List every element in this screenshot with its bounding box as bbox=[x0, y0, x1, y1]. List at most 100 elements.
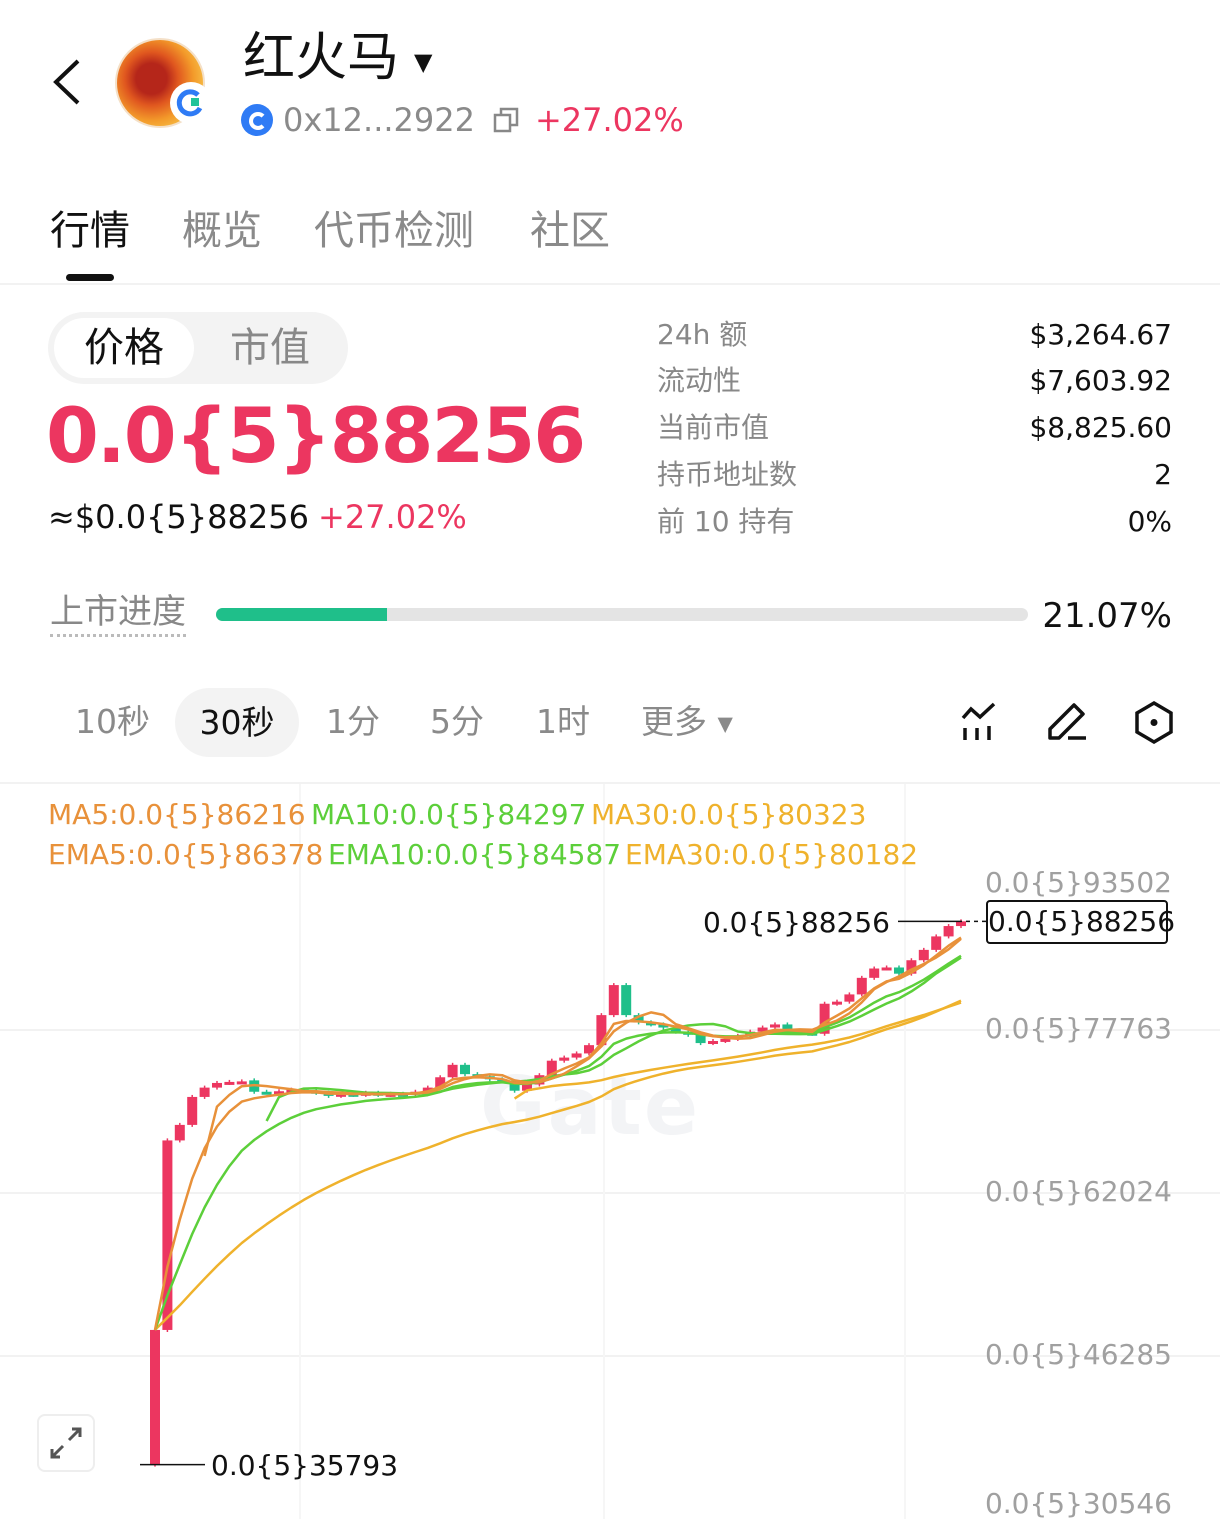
candle bbox=[782, 1024, 793, 1031]
dropdown-caret-icon[interactable]: ▼ bbox=[414, 48, 433, 76]
legend-ema5: EMA5:0.0{5}86378 bbox=[48, 838, 324, 871]
tab-market[interactable]: 行情 bbox=[50, 208, 130, 254]
candle bbox=[869, 968, 880, 978]
current-price-marker: 0.0{5}88256 bbox=[986, 900, 1175, 944]
legend-ma30: MA30:0.0{5}80323 bbox=[591, 798, 867, 831]
back-chevron-icon[interactable] bbox=[48, 55, 88, 110]
ema10-line bbox=[153, 954, 962, 1331]
active-tab-indicator bbox=[66, 274, 114, 281]
candle bbox=[509, 1081, 520, 1091]
y-tick-label: 0.0{5}93502 bbox=[984, 866, 1172, 899]
draw-pencil-icon[interactable] bbox=[1046, 700, 1090, 744]
header-change: +27.02% bbox=[534, 101, 684, 139]
gate-badge-icon bbox=[170, 82, 212, 124]
candle bbox=[584, 1045, 594, 1054]
stat-value: 2 bbox=[1154, 458, 1172, 491]
copy-icon[interactable] bbox=[493, 107, 519, 133]
candle bbox=[385, 1093, 396, 1097]
timeframe-more[interactable]: 更多 ▼ bbox=[641, 700, 733, 746]
ma5-line bbox=[203, 937, 962, 1157]
candle bbox=[658, 1024, 669, 1028]
indicator-icon[interactable] bbox=[958, 700, 1002, 744]
stat-value: $8,825.60 bbox=[1029, 411, 1172, 444]
candle bbox=[422, 1087, 433, 1092]
stat-value: $3,264.67 bbox=[1029, 318, 1172, 351]
candle bbox=[460, 1064, 470, 1075]
candle bbox=[708, 1041, 718, 1045]
candle bbox=[187, 1096, 198, 1125]
stat-label: 当前市值 bbox=[657, 411, 770, 444]
more-caret-icon: ▼ bbox=[717, 711, 733, 736]
candle bbox=[894, 967, 904, 974]
candle bbox=[224, 1081, 235, 1085]
timeframe-5m[interactable]: 5分 bbox=[430, 702, 484, 741]
timeframe-1m[interactable]: 1分 bbox=[326, 702, 380, 741]
timeframe-30s[interactable]: 30秒 bbox=[175, 688, 299, 757]
candle bbox=[770, 1024, 780, 1028]
toggle-market-cap[interactable]: 市值 bbox=[230, 325, 310, 371]
listing-progress-label[interactable]: 上市进度 bbox=[50, 590, 186, 637]
toggle-price[interactable]: 价格 bbox=[54, 318, 194, 378]
legend-ma10: MA10:0.0{5}84297 bbox=[311, 798, 587, 831]
candle bbox=[162, 1140, 173, 1330]
tab-overview[interactable]: 概览 bbox=[182, 208, 262, 254]
candle bbox=[546, 1060, 557, 1076]
candle bbox=[608, 985, 619, 1016]
candle bbox=[336, 1093, 346, 1097]
candle bbox=[497, 1079, 508, 1083]
candle bbox=[720, 1038, 731, 1042]
candle bbox=[906, 960, 917, 974]
high-price-label: 0.0{5}88256 bbox=[702, 906, 890, 939]
y-tick-label: 0.0{5}30546 bbox=[984, 1487, 1172, 1520]
tab-token-check[interactable]: 代币检测 bbox=[314, 208, 474, 254]
listing-progress-bar bbox=[216, 608, 1028, 621]
candle bbox=[646, 1022, 656, 1026]
candle bbox=[212, 1082, 222, 1088]
divider bbox=[0, 782, 1220, 784]
timeframe-10s[interactable]: 10秒 bbox=[75, 702, 150, 741]
price-change: +27.02% bbox=[318, 498, 467, 536]
candle bbox=[832, 1001, 842, 1005]
ema5-line bbox=[153, 936, 962, 1331]
ema30-line bbox=[154, 999, 962, 1331]
fullscreen-button[interactable] bbox=[37, 1414, 95, 1472]
tab-community[interactable]: 社区 bbox=[530, 208, 610, 254]
main-tabs: 行情 概览 代币检测 社区 bbox=[0, 190, 1220, 285]
chain-icon bbox=[241, 104, 273, 136]
candle bbox=[856, 977, 867, 995]
candle bbox=[757, 1027, 768, 1032]
candle bbox=[844, 994, 855, 1002]
stat-label: 持币地址数 bbox=[657, 458, 798, 491]
y-tick-label: 0.0{5}77763 bbox=[984, 1012, 1172, 1045]
y-tick-label: 0.0{5}62024 bbox=[984, 1175, 1172, 1208]
candle bbox=[199, 1087, 210, 1097]
stat-label: 24h 额 bbox=[657, 318, 748, 351]
stat-label: 流动性 bbox=[657, 364, 742, 397]
candle bbox=[670, 1027, 681, 1032]
candle bbox=[881, 967, 892, 971]
candle bbox=[633, 1015, 644, 1023]
candle bbox=[621, 985, 632, 1016]
more-label: 更多 bbox=[641, 702, 707, 741]
candle bbox=[447, 1064, 458, 1078]
y-tick-label: 0.0{5}46285 bbox=[984, 1338, 1172, 1371]
listing-progress-fill bbox=[216, 608, 388, 621]
token-title[interactable]: 红火马 bbox=[243, 28, 400, 88]
timeframe-1h[interactable]: 1时 bbox=[536, 702, 590, 741]
gate-watermark: Gate bbox=[480, 1060, 701, 1153]
low-price-label: 0.0{5}35793 bbox=[211, 1449, 399, 1482]
price-usd: ≈$0.0{5}88256 bbox=[48, 498, 309, 536]
listing-progress-value: 21.07% bbox=[1042, 596, 1172, 636]
candle bbox=[261, 1091, 272, 1095]
legend-ma5: MA5:0.0{5}86216 bbox=[48, 798, 306, 831]
candle bbox=[596, 1015, 607, 1046]
candle bbox=[918, 949, 929, 961]
candle bbox=[559, 1057, 570, 1061]
stat-label: 前 10 持有 bbox=[657, 505, 795, 538]
settings-hexagon-icon[interactable] bbox=[1132, 700, 1176, 744]
stat-value: $7,603.92 bbox=[1029, 364, 1172, 397]
expand-icon bbox=[50, 1427, 82, 1459]
candle bbox=[943, 926, 954, 937]
candle bbox=[236, 1081, 247, 1085]
